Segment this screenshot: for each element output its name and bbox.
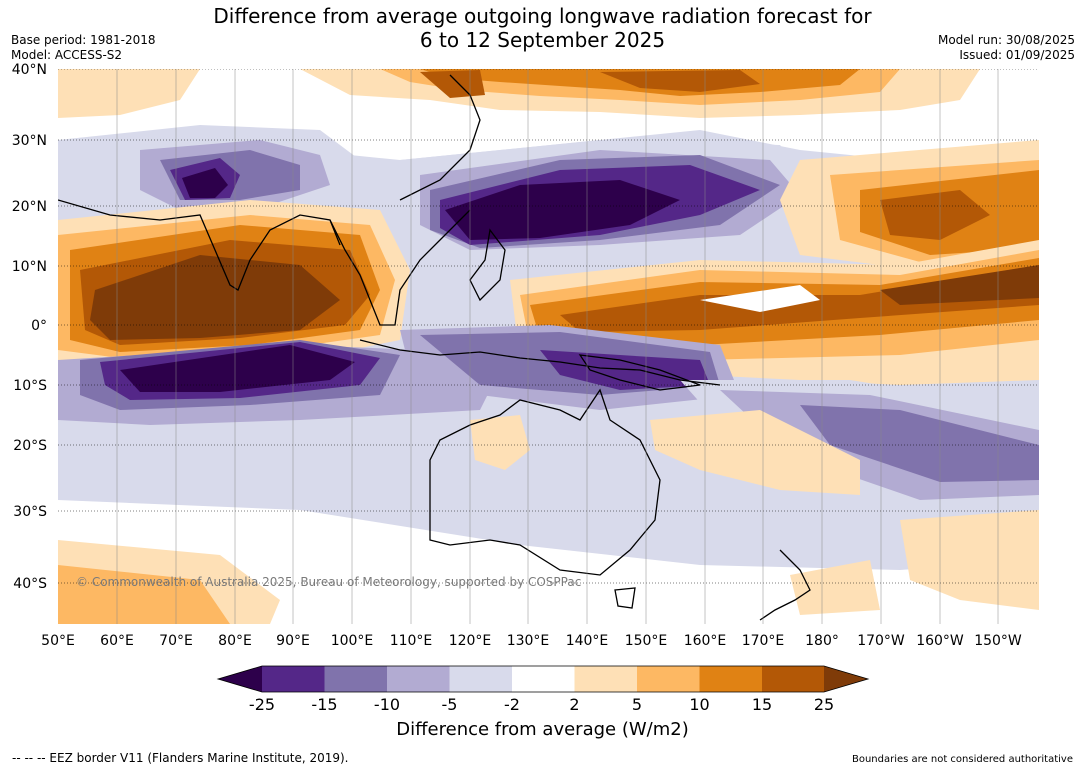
- lat-label-10s: 10°S: [13, 378, 47, 394]
- longitude-labels: 50°E 60°E 70°E 80°E 90°E 100°E 110°E 120…: [41, 633, 1022, 649]
- cb-tick-2: -15: [311, 695, 337, 714]
- cb-tick-6: 2: [569, 695, 579, 714]
- colorbar-segment-4: [449, 666, 512, 692]
- anomaly-field: © Commonwealth of Australia 2025, Bureau…: [58, 69, 1039, 624]
- title-line-1: Difference from average outgoing longwav…: [213, 4, 872, 28]
- colorbar-outline: [216, 665, 870, 693]
- colorbar-segment-9: [762, 666, 824, 692]
- aus-positive-2: [650, 410, 860, 495]
- new-zealand-coastline: [759, 549, 811, 621]
- new-guinea-coastline: [578, 354, 701, 391]
- lon-label-160w: 160°W: [916, 633, 964, 649]
- lat-label-30n: 30°N: [12, 133, 47, 149]
- colorbar-segment-2: [324, 666, 387, 692]
- india-coastline: [58, 199, 341, 291]
- cb-tick-10: 25: [814, 695, 834, 714]
- latitude-labels: 40°N 30°N 20°N 10°N 0° 10°S 20°S 30°S 40…: [12, 62, 47, 592]
- base-period: Base period: 1981-2018: [11, 33, 156, 47]
- colorbar-tick-labels: -25 -15 -10 -5 -2 2 5 10 15 25: [249, 695, 834, 714]
- se-asia-coastline: [329, 209, 471, 326]
- aus-positive-1: [470, 415, 530, 470]
- cb-tick-5: -2: [504, 695, 520, 714]
- colorbar-segment-6: [574, 666, 637, 692]
- colorbar-segment-1: [262, 666, 325, 692]
- australia-coastline: [429, 388, 661, 576]
- copyright-notice: © Commonwealth of Australia 2025, Bureau…: [76, 575, 581, 589]
- lon-label-80e: 80°E: [218, 633, 252, 649]
- lat-label-20n: 20°N: [12, 199, 47, 215]
- lat-label-10n: 10°N: [12, 259, 47, 275]
- map-title: Difference from average outgoing longwav…: [0, 4, 1085, 52]
- enp-positive-peak: [880, 190, 990, 240]
- model-run: Model run: 30/08/2025: [937, 33, 1075, 47]
- sp-negative-strong: [800, 405, 1039, 482]
- lon-label-150w: 150°W: [974, 633, 1022, 649]
- eio-positive-core: [90, 255, 340, 340]
- colorbar-arrow-left: [218, 666, 262, 692]
- tasmania-coastline: [614, 587, 636, 609]
- cb-tick-4: -5: [442, 695, 458, 714]
- cb-tick-7: 5: [632, 695, 642, 714]
- cb-tick-9: 15: [752, 695, 772, 714]
- lat-label-30s: 30°S: [13, 504, 47, 520]
- colorbar-segment-8: [699, 666, 762, 692]
- boundary-disclaimer: Boundaries are not considered authoritat…: [851, 754, 1073, 765]
- lon-label-140e: 140°E: [566, 633, 609, 649]
- cb-tick-8: 10: [689, 695, 709, 714]
- lon-label-180: 180°: [805, 633, 839, 649]
- india-negative-core: [182, 168, 228, 198]
- colorbar-arrow-right: [824, 666, 868, 692]
- eez-note: -- -- -- EEZ border V11 (Flanders Marine…: [12, 751, 349, 765]
- lon-label-150e: 150°E: [625, 633, 668, 649]
- north-positive-peak: [600, 70, 760, 92]
- title-line-2: 6 to 12 September 2025: [419, 28, 666, 52]
- meta-left: Base period: 1981-2018 Model: ACCESS-S2: [11, 33, 156, 63]
- lon-label-170e: 170°E: [742, 633, 785, 649]
- south-white: [58, 500, 1039, 624]
- colorbar: -25 -15 -10 -5 -2 2 5 10 15 25: [216, 665, 870, 714]
- lon-label-90e: 90°E: [276, 633, 310, 649]
- north-positive-peak-2: [420, 70, 485, 98]
- colorbar-segment-5: [512, 666, 575, 692]
- cb-tick-3: -10: [374, 695, 400, 714]
- philippines-coastline: [469, 228, 506, 302]
- colorbar-segment-3: [387, 666, 450, 692]
- lon-label-60e: 60°E: [100, 633, 134, 649]
- cb-tick-1: -25: [249, 695, 275, 714]
- lon-label-130e: 130°E: [507, 633, 550, 649]
- lon-label-170w: 170°W: [857, 633, 905, 649]
- issued-date: Issued: 01/09/2025: [959, 48, 1075, 62]
- lon-label-160e: 160°E: [684, 633, 727, 649]
- coastlines: [58, 74, 811, 621]
- mc-negative-deep: [540, 350, 710, 390]
- lon-label-70e: 70°E: [159, 633, 193, 649]
- east-asia-coastline: [399, 74, 481, 201]
- model-name: Model: ACCESS-S2: [11, 48, 123, 62]
- indonesia-coastline: [359, 339, 721, 386]
- meridians: [116, 69, 999, 624]
- colorbar-segment-7: [637, 666, 700, 692]
- lon-label-100e: 100°E: [331, 633, 374, 649]
- lat-label-40s: 40°S: [13, 576, 47, 592]
- south-east-positive: [900, 510, 1039, 610]
- colorbar-title: Difference from average (W/m2): [396, 719, 689, 740]
- ep-positive-core: [880, 265, 1039, 305]
- pacific-negative-core: [445, 180, 680, 240]
- lat-label-20s: 20°S: [13, 438, 47, 454]
- lon-label-50e: 50°E: [41, 633, 75, 649]
- lat-label-0: 0°: [31, 318, 47, 334]
- south-positive-mid: [58, 565, 230, 624]
- lat-label-40n: 40°N: [12, 62, 47, 78]
- lon-label-110e: 110°E: [390, 633, 433, 649]
- ep-white-gap: [700, 285, 820, 312]
- nw-positive-light: [58, 69, 200, 118]
- meta-right: Model run: 30/08/2025 Issued: 01/09/2025: [938, 33, 1075, 63]
- sio-negative-core: [120, 345, 355, 392]
- south-east-positive-2: [790, 560, 880, 615]
- lon-label-120e: 120°E: [449, 633, 492, 649]
